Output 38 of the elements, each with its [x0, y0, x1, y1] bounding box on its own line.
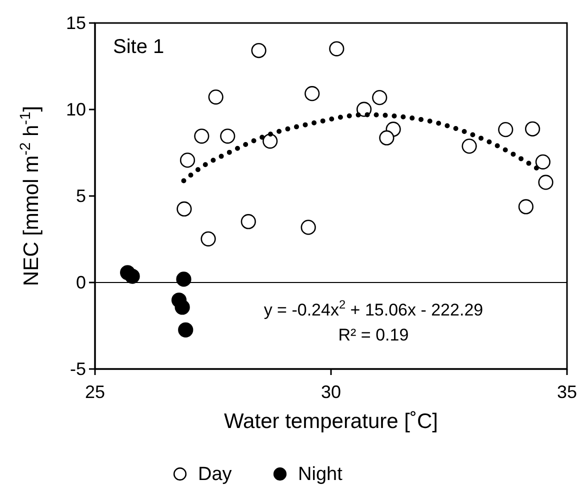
x-tick-label: 30: [320, 382, 342, 402]
legend-label: Night: [298, 464, 344, 485]
y-tick-label: 10: [66, 99, 86, 120]
point: [524, 121, 540, 136]
point: [300, 220, 316, 235]
point: [535, 154, 550, 170]
point: [200, 231, 216, 246]
point: [194, 128, 210, 144]
annotation: R² = 0.19: [338, 325, 409, 344]
point: [462, 138, 477, 154]
point: [176, 272, 192, 287]
annotation: Site 1: [113, 36, 164, 58]
point: [262, 134, 278, 149]
point: [379, 130, 394, 146]
x-tick-label: 35: [556, 382, 578, 402]
point: [538, 174, 554, 190]
point: [174, 300, 190, 315]
y-tick-label: 0: [76, 272, 86, 292]
y-tick-label: 5: [76, 186, 86, 206]
point: [251, 42, 266, 58]
x-axis-title: Water temperature [˚C]: [224, 410, 438, 433]
annotation: y = -0.24x$^{2}$ + 15.06x - 222.29: [264, 297, 484, 320]
point: [498, 122, 514, 138]
x-tick-label: 25: [84, 382, 106, 402]
point: [220, 128, 236, 144]
point: [329, 41, 344, 56]
point: [178, 322, 194, 338]
point: [124, 268, 140, 284]
point: [208, 90, 224, 105]
y-tick-label: 15: [66, 12, 86, 33]
legend-label: Day: [198, 464, 232, 485]
point: [240, 214, 256, 230]
point: [180, 152, 196, 168]
y-tick-label: -5: [70, 358, 86, 379]
point: [176, 201, 192, 217]
point: [518, 199, 534, 214]
point: [372, 90, 388, 106]
point: [304, 86, 320, 102]
